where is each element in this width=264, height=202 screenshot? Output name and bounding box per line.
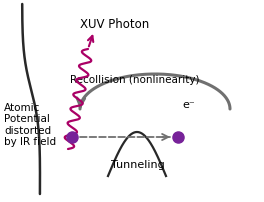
Text: XUV Photon: XUV Photon bbox=[80, 18, 150, 31]
Text: e⁻: e⁻ bbox=[182, 100, 195, 109]
Text: Tunneling: Tunneling bbox=[111, 159, 165, 169]
Text: Atomic
Potential
distorted
by IR field: Atomic Potential distorted by IR field bbox=[4, 102, 56, 147]
Text: Recollision (nonlinearity): Recollision (nonlinearity) bbox=[70, 75, 200, 85]
